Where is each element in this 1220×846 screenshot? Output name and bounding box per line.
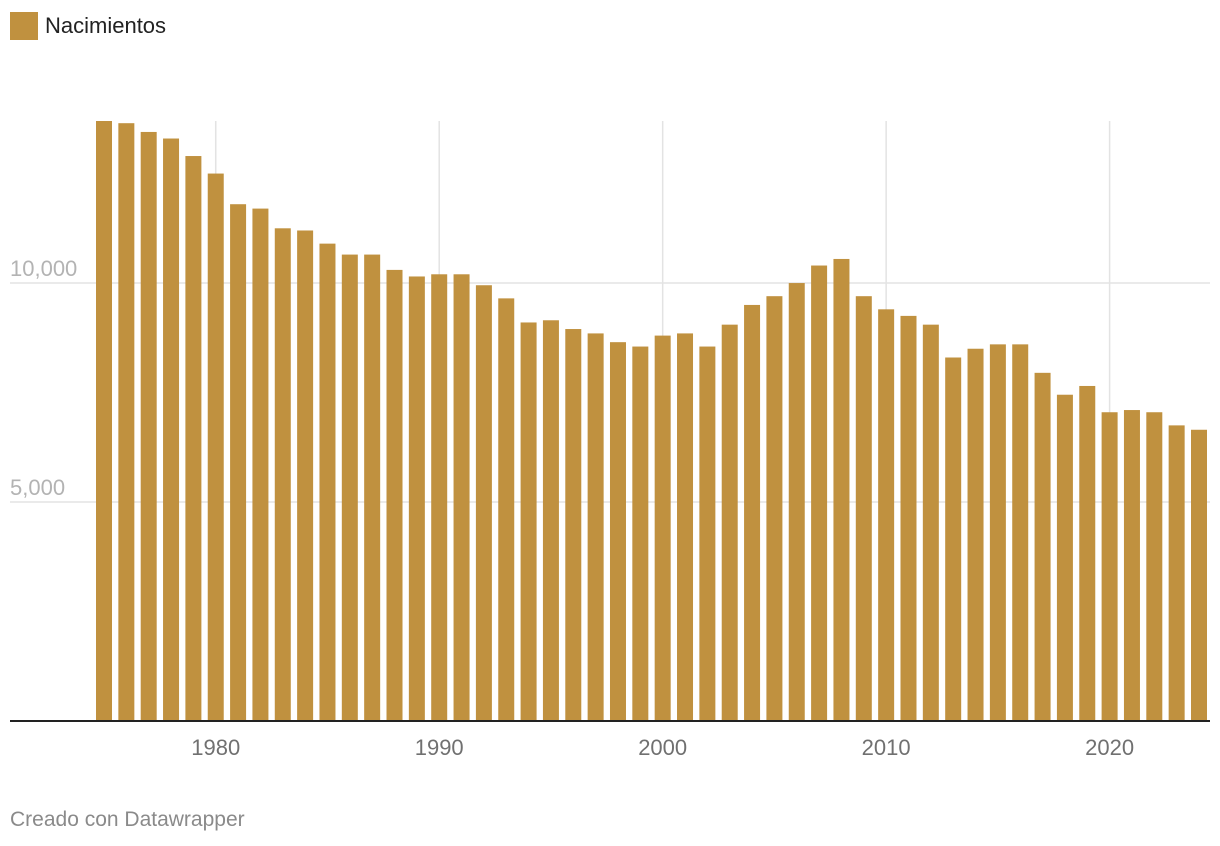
bar-1986	[341, 254, 358, 721]
bar-2018	[1056, 394, 1073, 721]
x-tick-label-1990: 1990	[415, 735, 464, 760]
bar-1999	[632, 346, 649, 721]
bar-2003	[721, 324, 738, 721]
bar-2014	[967, 348, 984, 721]
bar-1982	[252, 208, 269, 721]
bar-1983	[274, 228, 291, 722]
bar-2008	[833, 258, 850, 721]
x-tick-label-2010: 2010	[862, 735, 911, 760]
bar-2024	[1191, 429, 1207, 721]
bar-1992	[475, 285, 492, 721]
bar-2001	[677, 333, 694, 721]
bar-2012	[922, 324, 939, 721]
bar-1990	[431, 274, 448, 721]
bar-2002	[699, 346, 716, 721]
bar-2021	[1123, 410, 1140, 721]
bar-1981	[230, 204, 247, 722]
bar-2017	[1034, 372, 1051, 721]
bar-2013	[945, 357, 962, 721]
bar-1993	[498, 298, 515, 721]
bar-1996	[565, 329, 582, 721]
bar-2007	[811, 265, 828, 721]
bar-1997	[587, 333, 604, 721]
x-tick-label-2000: 2000	[638, 735, 687, 760]
bars	[96, 121, 1207, 722]
bar-chart: 5,000 10,000 1980 1990 2000 2010 2020	[10, 121, 1210, 760]
x-tick-label-1980: 1980	[191, 735, 240, 760]
bar-2011	[900, 315, 917, 721]
bar-2000	[654, 335, 671, 721]
bar-1984	[297, 230, 314, 721]
legend-swatch	[10, 12, 38, 40]
bar-2016	[1012, 344, 1029, 721]
bar-1995	[542, 320, 559, 721]
bar-2023	[1168, 425, 1185, 721]
bar-2006	[788, 283, 805, 721]
bar-2005	[766, 296, 783, 721]
y-tick-label-5000: 5,000	[10, 475, 65, 500]
bar-1979	[185, 156, 202, 721]
bar-1994	[520, 322, 537, 721]
footer-credit: Creado con Datawrapper	[10, 808, 245, 831]
bar-1975	[96, 121, 112, 721]
x-tick-label-2020: 2020	[1085, 735, 1134, 760]
legend: Nacimientos	[10, 12, 166, 40]
bar-1998	[609, 342, 626, 721]
bar-2004	[744, 304, 761, 721]
y-tick-label-10000: 10,000	[10, 256, 77, 281]
bar-1978	[163, 138, 180, 721]
bar-1989	[408, 276, 425, 721]
bar-1988	[386, 269, 403, 721]
bar-2019	[1079, 385, 1096, 721]
bar-2020	[1101, 412, 1118, 721]
bar-2022	[1146, 412, 1163, 721]
bar-1977	[140, 131, 157, 721]
bar-1987	[364, 254, 381, 721]
bar-1985	[319, 243, 336, 721]
legend-label: Nacimientos	[45, 13, 167, 38]
bar-1976	[118, 123, 135, 722]
y-axis-labels: 5,000 10,000	[10, 256, 77, 500]
x-axis-labels: 1980 1990 2000 2010 2020	[191, 735, 1134, 760]
bar-2009	[855, 296, 872, 721]
bar-2015	[989, 344, 1006, 721]
bar-1991	[453, 274, 470, 721]
bar-2010	[878, 309, 895, 721]
bar-1980	[207, 173, 224, 721]
